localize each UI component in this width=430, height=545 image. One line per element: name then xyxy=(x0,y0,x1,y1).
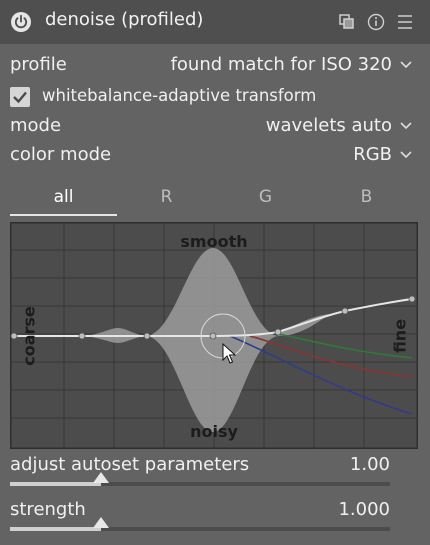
curve-node[interactable] xyxy=(274,328,282,336)
mouse-cursor-icon xyxy=(222,342,237,364)
slider-thumb[interactable] xyxy=(93,517,110,528)
color-mode-label: color mode xyxy=(10,144,112,165)
tab-b[interactable]: B xyxy=(360,187,373,207)
red-channel-curve xyxy=(249,335,413,378)
curve-nodes[interactable] xyxy=(10,295,416,340)
wavelet-graph-canvas[interactable] xyxy=(8,220,420,451)
color-mode-dropdown[interactable]: color mode RGB xyxy=(0,142,430,170)
menu-icon[interactable] xyxy=(396,13,414,31)
strength-value[interactable]: 1.000 xyxy=(338,499,390,520)
graph-label-noisy: noisy xyxy=(190,422,238,441)
chevron-down-icon[interactable] xyxy=(400,151,412,159)
strength-label: strength xyxy=(10,499,86,520)
profile-value[interactable]: found match for ISO 320 xyxy=(170,54,392,75)
profile-label: profile xyxy=(10,54,67,75)
adjust-autoset-slider[interactable]: adjust autoset parameters 1.00 xyxy=(0,454,430,500)
curve-node[interactable] xyxy=(408,295,416,303)
noise-envelope xyxy=(147,248,278,432)
tab-all[interactable]: all xyxy=(10,182,117,216)
curve-node[interactable] xyxy=(78,332,86,340)
curve-node[interactable] xyxy=(341,307,349,315)
checkmark-icon xyxy=(13,91,27,104)
slider-track[interactable] xyxy=(10,472,390,486)
graph-label-fine: fine xyxy=(390,318,410,354)
whitebalance-checkbox[interactable] xyxy=(10,87,30,107)
slider-thumb[interactable] xyxy=(93,472,110,483)
reset-icon[interactable] xyxy=(367,13,385,31)
chevron-down-icon[interactable] xyxy=(400,122,412,130)
curve-node[interactable] xyxy=(143,332,151,340)
slider-track[interactable] xyxy=(10,517,390,531)
slider-fill xyxy=(10,527,102,531)
tab-r[interactable]: R xyxy=(160,187,173,207)
whitebalance-checkbox-row[interactable]: whitebalance-adaptive transform xyxy=(0,84,430,110)
chevron-down-icon[interactable] xyxy=(400,61,412,69)
wavelet-curve-graph[interactable]: smooth noisy coarse fine xyxy=(8,220,420,451)
slider-fill xyxy=(10,482,102,486)
green-channel-curve xyxy=(277,333,413,359)
whitebalance-label: whitebalance-adaptive transform xyxy=(42,86,317,105)
tab-g[interactable]: G xyxy=(258,187,273,207)
power-icon[interactable] xyxy=(10,11,32,33)
presets-icon[interactable] xyxy=(338,13,356,31)
channel-tabs: all R G B xyxy=(0,182,430,216)
mode-value[interactable]: wavelets auto xyxy=(265,115,392,136)
mode-dropdown[interactable]: mode wavelets auto xyxy=(0,113,430,141)
curve-node[interactable] xyxy=(10,332,18,340)
graph-label-smooth: smooth xyxy=(180,232,248,251)
module-header: denoise (profiled) xyxy=(0,0,430,44)
mode-label: mode xyxy=(10,115,62,136)
strength-slider[interactable]: strength 1.000 xyxy=(0,499,430,545)
profile-dropdown[interactable]: profile found match for ISO 320 xyxy=(0,52,430,80)
curve-node[interactable] xyxy=(209,332,217,340)
graph-label-coarse: coarse xyxy=(19,306,39,366)
module-title: denoise (profiled) xyxy=(45,9,204,30)
main-curve[interactable] xyxy=(14,298,413,337)
adjust-autoset-value[interactable]: 1.00 xyxy=(349,454,390,475)
blue-channel-curve xyxy=(229,335,413,415)
color-mode-value[interactable]: RGB xyxy=(353,144,392,165)
adjust-autoset-label: adjust autoset parameters xyxy=(10,454,250,475)
